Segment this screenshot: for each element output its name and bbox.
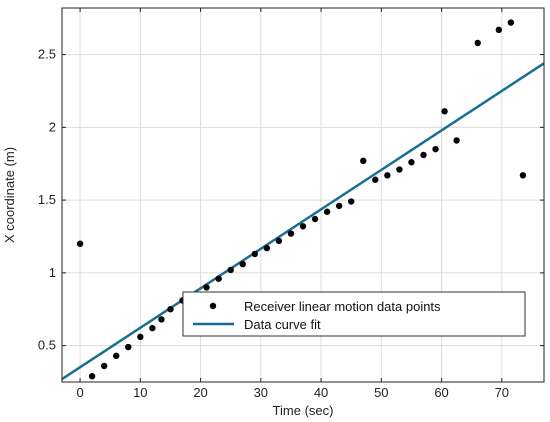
data-point xyxy=(519,172,527,179)
data-point xyxy=(335,202,343,210)
data-point xyxy=(88,372,96,380)
data-point xyxy=(420,151,427,159)
data-point xyxy=(125,343,132,351)
y-tick-label: 0.5 xyxy=(38,338,56,353)
curve-fit-line xyxy=(61,62,545,381)
x-tick-label: 40 xyxy=(314,385,328,400)
data-point xyxy=(432,145,439,153)
x-axis-label: Time (sec) xyxy=(273,403,334,418)
data-point xyxy=(299,223,307,230)
data-point xyxy=(275,237,283,245)
data-point xyxy=(360,157,367,165)
x-tick-label: 20 xyxy=(193,385,207,400)
data-point xyxy=(137,333,144,341)
data-point xyxy=(441,108,448,115)
data-point xyxy=(215,275,222,282)
y-tick-label: 1 xyxy=(49,265,56,280)
data-point xyxy=(227,266,234,274)
data-point xyxy=(396,166,403,173)
data-point xyxy=(348,198,355,205)
data-point xyxy=(323,208,331,215)
data-point xyxy=(158,316,165,323)
data-point xyxy=(495,26,503,34)
data-point xyxy=(453,137,460,144)
legend-marker-points xyxy=(209,302,217,310)
data-point xyxy=(263,244,271,252)
data-point xyxy=(149,324,156,332)
data-point xyxy=(287,230,295,237)
data-point xyxy=(507,19,515,26)
plot-frame xyxy=(61,7,545,383)
data-point xyxy=(372,176,379,183)
data-point xyxy=(203,284,210,291)
y-axis-label: X coordinate (m) xyxy=(2,147,17,243)
data-point xyxy=(167,306,174,313)
y-tick-label: 2.5 xyxy=(38,47,56,62)
data-point xyxy=(474,39,481,47)
data-point xyxy=(76,240,84,247)
x-axis-ticks: 0 10 20 30 40 50 60 70 xyxy=(76,8,509,400)
x-tick-label: 70 xyxy=(495,385,509,400)
x-tick-label: 10 xyxy=(133,385,147,400)
legend-box xyxy=(182,291,526,337)
curve-fit-layer xyxy=(61,62,545,381)
legend-label-points: Receiver linear motion data points xyxy=(244,299,441,314)
x-tick-label: 30 xyxy=(254,385,268,400)
y-tick-label: 1.5 xyxy=(38,192,56,207)
x-tick-label: 50 xyxy=(374,385,388,400)
data-point xyxy=(311,215,319,223)
legend-label-line: Data curve fit xyxy=(244,317,321,332)
data-point xyxy=(100,362,108,370)
x-tick-label: 60 xyxy=(434,385,448,400)
legend: Receiver linear motion data points Data … xyxy=(182,291,526,337)
data-point xyxy=(239,260,246,268)
data-point xyxy=(384,172,391,179)
x-tick-label: 0 xyxy=(76,385,83,400)
data-points-layer xyxy=(76,19,527,380)
data-point xyxy=(408,159,415,166)
grid-lines xyxy=(62,8,544,382)
data-point xyxy=(113,352,120,360)
y-axis-ticks: 0.5 1 1.5 2 2.5 xyxy=(38,47,544,353)
y-tick-label: 2 xyxy=(49,119,56,134)
data-point xyxy=(251,250,258,258)
